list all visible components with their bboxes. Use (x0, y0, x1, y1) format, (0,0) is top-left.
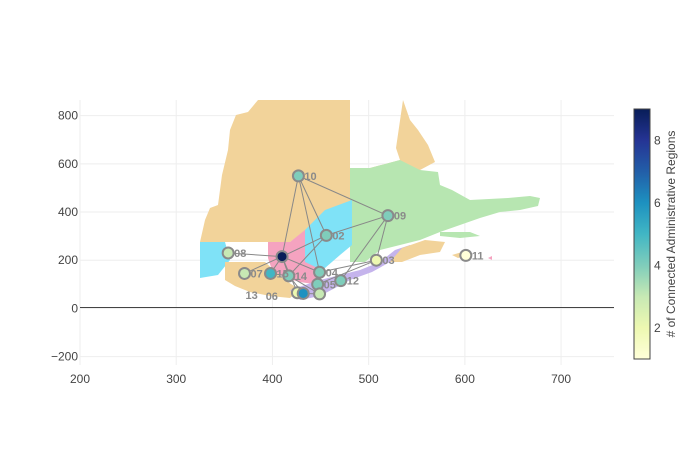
edge-line (281, 234, 327, 258)
x-tick-label: 600 (455, 372, 475, 386)
region-node[interactable] (282, 269, 296, 283)
colorbar-tick-label: 6 (654, 196, 661, 210)
region-label: 12 (347, 276, 359, 288)
colorbar-ticks: 2 4 6 8 (654, 133, 661, 335)
x-tick-label: 500 (359, 372, 379, 386)
colorbar-title: # of Connected Administrative Regions (664, 131, 678, 338)
region-anticosti (440, 232, 480, 238)
region-label: 03 (382, 255, 394, 267)
y-tick-label: 0 (71, 301, 78, 315)
region-node[interactable] (369, 253, 383, 267)
map-label: 13 (245, 290, 257, 302)
region-label: 14 (295, 271, 308, 283)
colorbar-tick-label: 8 (654, 133, 661, 147)
x-tick-label: 400 (262, 372, 282, 386)
edge-line (297, 175, 321, 273)
region-node[interactable] (221, 246, 235, 260)
region-labels: 10 09 02 08 04 03 11 07 15 14 12 05 13 06 (234, 171, 483, 303)
x-tick-label: 700 (551, 372, 571, 386)
y-tick-label: 400 (58, 205, 78, 219)
region-label: 11 (472, 250, 484, 262)
region-node[interactable] (313, 287, 327, 301)
region-node[interactable] (291, 169, 305, 183)
region-label: 02 (332, 230, 344, 242)
y-tick-label: 800 (58, 109, 78, 123)
edge-line (375, 215, 389, 261)
edge-line (281, 175, 299, 257)
x-tick-label: 200 (70, 372, 90, 386)
edge-line (288, 235, 327, 277)
region-node[interactable] (264, 266, 278, 280)
colorbar-tick-label: 4 (654, 258, 661, 272)
region-label: 15 (277, 268, 289, 280)
edge-line (244, 256, 283, 274)
y-tick-label: 200 (58, 253, 78, 267)
edge-line (319, 259, 377, 273)
region-node[interactable] (381, 209, 395, 223)
colorbar-tick-label: 2 (654, 321, 661, 335)
map-label: 06 (266, 291, 278, 303)
edge-line (281, 256, 320, 273)
edge-line (298, 175, 389, 217)
region-node[interactable] (296, 286, 310, 300)
region-east-coast (350, 160, 540, 262)
x-tick-label: 300 (166, 372, 186, 386)
region-label: 04 (326, 267, 339, 279)
y-tick-label: 600 (58, 157, 78, 171)
region-label: 10 (304, 171, 316, 183)
region-node[interactable] (319, 228, 333, 242)
region-nodes (221, 169, 473, 301)
region-north (200, 100, 435, 242)
edge-line (317, 259, 377, 285)
edge-line (297, 175, 327, 236)
region-node[interactable] (275, 250, 289, 264)
region-node[interactable] (238, 266, 252, 280)
y-tick-label: −200 (51, 350, 78, 364)
region-label: 08 (234, 248, 246, 260)
colorbar-gradient (633, 108, 651, 360)
x-axis-ticks: 200 300 400 500 600 700 (70, 372, 571, 386)
region-node[interactable] (313, 265, 327, 279)
edge-line (340, 215, 389, 281)
edge-line (228, 252, 283, 258)
region-pink (268, 230, 322, 285)
region-node[interactable] (459, 248, 473, 262)
region-gaspe (390, 240, 445, 262)
region-node[interactable] (334, 274, 348, 288)
y-axis-ticks: −200 0 200 400 600 800 (51, 109, 78, 364)
edge-line (326, 215, 389, 236)
region-east-tip (488, 256, 492, 260)
region-label: 05 (324, 279, 336, 291)
region-label: 07 (251, 268, 263, 280)
region-label: 09 (394, 211, 406, 223)
colorbar: 2 4 6 8 # of Connected Administrative Regio… (633, 108, 678, 360)
